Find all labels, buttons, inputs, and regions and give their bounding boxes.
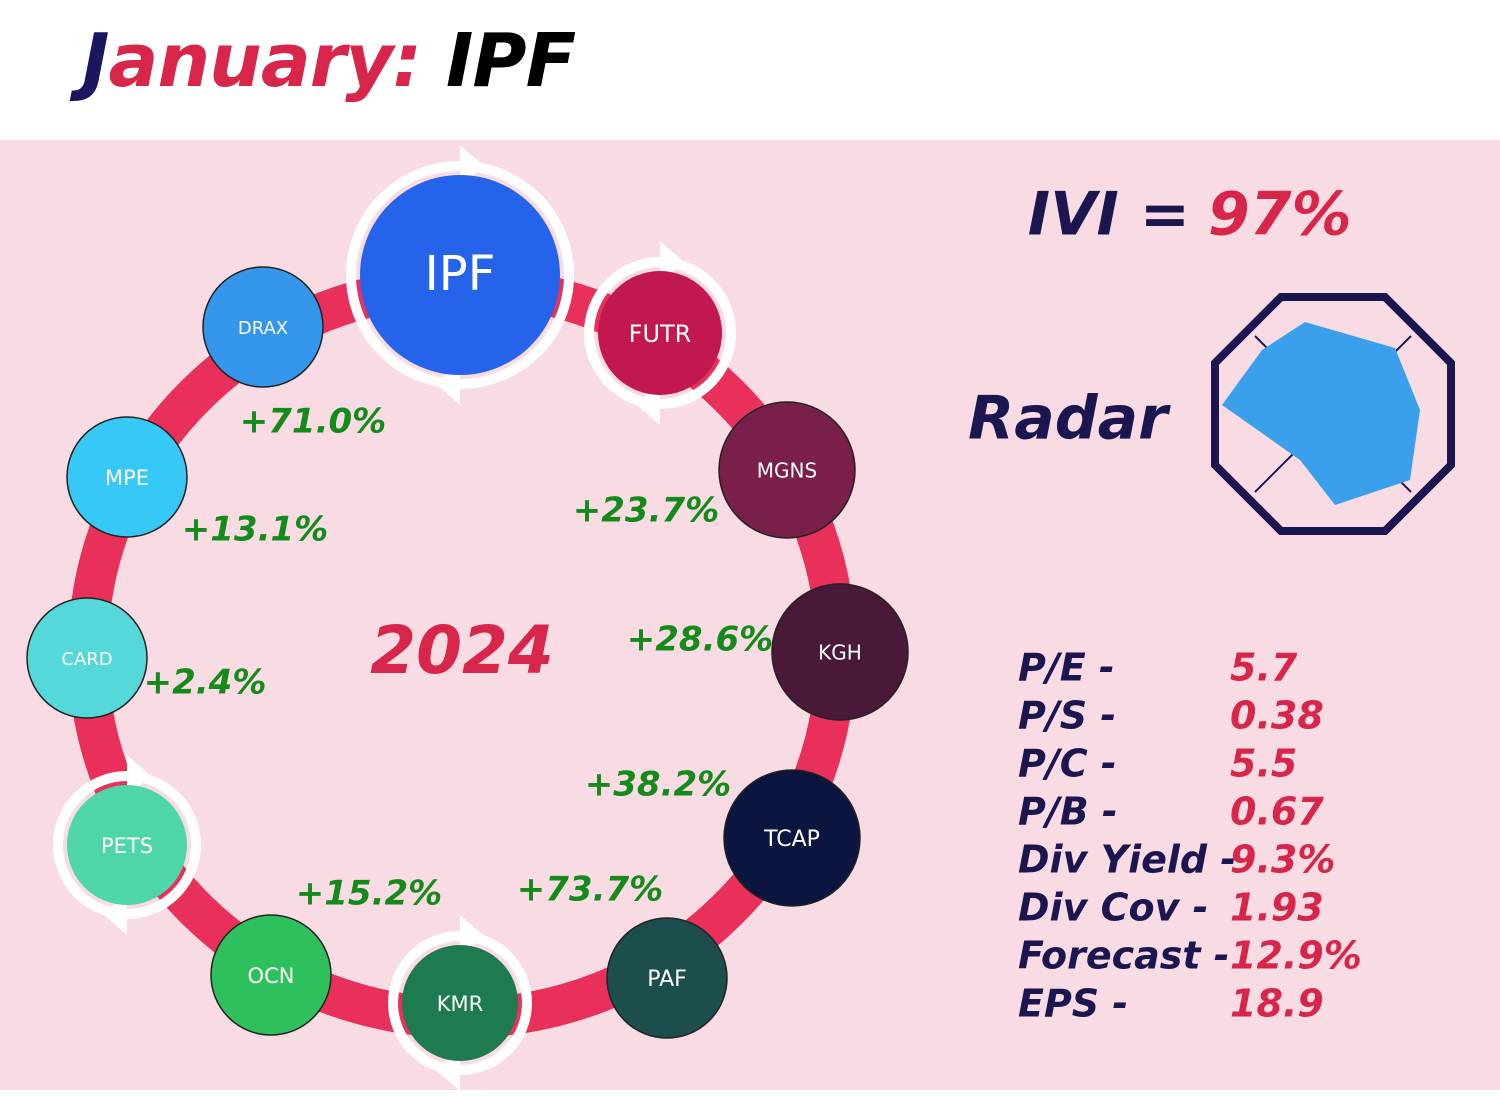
- change-label: +73.7%: [517, 870, 663, 910]
- node: [402, 945, 518, 1061]
- change-label: +28.6%: [627, 620, 773, 660]
- node-label: KMR: [437, 992, 483, 1016]
- node: [66, 416, 188, 538]
- title-ticker: IPF: [445, 18, 576, 104]
- change-label: +13.1%: [182, 510, 328, 550]
- metric-label: Div Yield -: [1018, 838, 1236, 882]
- title-month: January:: [82, 18, 422, 104]
- metric-label: Forecast -: [1018, 934, 1230, 978]
- node-label: IPF: [425, 246, 496, 302]
- ivi-label: IVI =: [1028, 180, 1190, 250]
- metric-label: EPS -: [1018, 982, 1128, 1026]
- year: 2024: [370, 612, 554, 689]
- metric-value: 18.9: [1230, 982, 1324, 1026]
- node-label: PETS: [101, 834, 153, 858]
- metric-label: P/S -: [1018, 694, 1116, 738]
- node: [718, 401, 856, 539]
- nodes: IPF FUTR MGNS KGH TCAP PAF KMR OCN PETS CARD MPE DR…: [26, 145, 909, 1091]
- node-label: FUTR: [629, 320, 692, 348]
- node: [723, 769, 861, 907]
- node-label: TCAP: [763, 827, 820, 852]
- metric-label: Div Cov -: [1018, 886, 1208, 930]
- metric-value: 9.3%: [1230, 838, 1335, 882]
- change-label: +2.4%: [144, 663, 267, 703]
- node: [771, 583, 909, 721]
- metric-label: P/B -: [1018, 790, 1118, 834]
- node-label: CARD: [61, 649, 112, 670]
- node: [598, 271, 722, 395]
- node: [67, 785, 187, 905]
- node: [26, 597, 148, 719]
- radar-area: [1222, 322, 1420, 505]
- node-label: OCN: [248, 964, 295, 988]
- node: [210, 914, 332, 1036]
- node-label: DRAX: [238, 318, 288, 339]
- metric-value: 5.7: [1230, 646, 1298, 690]
- metric-value: 0.67: [1230, 790, 1324, 834]
- ivi-value: 97%: [1208, 180, 1352, 250]
- node: [202, 266, 324, 388]
- node-label: MGNS: [757, 459, 817, 483]
- node-label: PAF: [647, 967, 687, 992]
- title: January: IPF: [82, 18, 576, 104]
- metric-value: 0.38: [1230, 694, 1324, 738]
- change-label: +15.2%: [296, 874, 442, 914]
- metric-label: P/E -: [1018, 646, 1115, 690]
- radar: [1211, 293, 1455, 535]
- node: [360, 175, 560, 375]
- metric-label: P/C -: [1018, 742, 1117, 786]
- radar-frame: [1211, 293, 1455, 535]
- node-label: KGH: [818, 641, 862, 665]
- node: [606, 917, 728, 1039]
- change-label: +38.2%: [585, 765, 731, 805]
- metric-value: 1.93: [1230, 886, 1324, 930]
- node-label: MPE: [105, 466, 149, 490]
- metric-value: 12.9%: [1230, 934, 1362, 978]
- change-label: +71.0%: [240, 402, 386, 442]
- radar-label: Radar: [968, 384, 1171, 454]
- change-label: +23.7%: [573, 491, 719, 531]
- metric-value: 5.5: [1230, 742, 1297, 786]
